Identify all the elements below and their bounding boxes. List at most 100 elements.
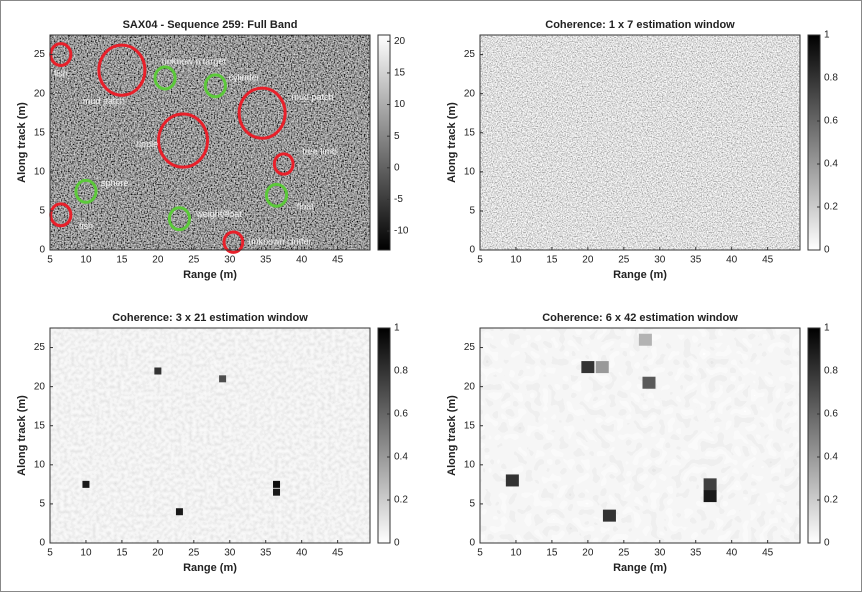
x-tick-label: 25 bbox=[188, 255, 200, 266]
colorbar-tick-label: 0 bbox=[394, 538, 400, 549]
annotation: weight/float bbox=[195, 209, 242, 219]
cell bbox=[638, 333, 652, 346]
colorbar bbox=[807, 327, 821, 544]
y-tick-label: 25 bbox=[464, 342, 476, 353]
cell bbox=[602, 509, 616, 522]
annotation: unknow n target bbox=[162, 57, 227, 67]
x-tick-label: 30 bbox=[654, 548, 666, 559]
colorbar-tick-label: 1 bbox=[394, 323, 400, 334]
y-tick-label: 10 bbox=[34, 459, 46, 470]
colorbar-tick-label: -5 bbox=[394, 194, 403, 205]
cell bbox=[642, 376, 656, 389]
axes-box bbox=[479, 327, 801, 544]
annotation: fish bbox=[54, 68, 68, 78]
colorbar-tick-label: 5 bbox=[394, 131, 400, 142]
image bbox=[50, 35, 370, 250]
x-axis-label: Range (m) bbox=[613, 269, 667, 281]
y-tick-label: 5 bbox=[469, 499, 475, 510]
y-tick-label: 5 bbox=[39, 499, 45, 510]
x-tick-label: 15 bbox=[546, 548, 558, 559]
chart-title: Coherence: 6 x 42 estimation window bbox=[542, 312, 738, 324]
target-circle bbox=[153, 65, 177, 91]
cell bbox=[219, 375, 227, 383]
x-tick-label: 15 bbox=[546, 255, 558, 266]
y-tick-label: 15 bbox=[464, 420, 476, 431]
y-axis-label: Along track (m) bbox=[446, 395, 458, 476]
annotation: mud patch bbox=[291, 92, 333, 102]
colorbar-tick-label: 0 bbox=[824, 538, 830, 549]
colorbar-tick-label: 0.8 bbox=[824, 366, 838, 377]
annotation: mud patch bbox=[83, 96, 125, 106]
y-tick-label: 0 bbox=[39, 245, 45, 256]
x-tick-label: 15 bbox=[116, 255, 128, 266]
y-tick-label: 15 bbox=[34, 420, 46, 431]
annotation: sphere bbox=[101, 178, 129, 188]
x-tick-label: 5 bbox=[477, 255, 483, 266]
target-circle bbox=[264, 182, 289, 208]
y-axis-label: Along track (m) bbox=[16, 395, 28, 476]
x-tick-label: 35 bbox=[260, 548, 272, 559]
colorbar-tick-label: 0.4 bbox=[824, 159, 838, 170]
target-circle bbox=[272, 152, 295, 176]
x-tick-label: 20 bbox=[582, 255, 594, 266]
axes-box bbox=[49, 34, 371, 251]
x-tick-label: 40 bbox=[296, 548, 308, 559]
image bbox=[480, 328, 800, 543]
target-circle bbox=[74, 178, 98, 204]
y-tick-label: 5 bbox=[39, 206, 45, 217]
x-tick-label: 20 bbox=[152, 548, 164, 559]
x-tick-label: 35 bbox=[690, 548, 702, 559]
x-tick-label: 10 bbox=[80, 548, 92, 559]
x-tick-label: 35 bbox=[690, 255, 702, 266]
y-axis-label: Along track (m) bbox=[446, 102, 458, 183]
cell bbox=[595, 361, 609, 374]
cell bbox=[581, 361, 595, 374]
x-tick-label: 45 bbox=[332, 255, 344, 266]
colorbar-tick-label: 1 bbox=[824, 30, 830, 41]
y-tick-label: 10 bbox=[464, 459, 476, 470]
image bbox=[50, 328, 370, 543]
y-axis-label: Along track (m) bbox=[16, 102, 28, 183]
colorbar-tick-label: 0 bbox=[394, 162, 400, 173]
colorbar-tick-label: 0 bbox=[824, 245, 830, 256]
x-tick-label: 20 bbox=[582, 548, 594, 559]
y-tick-label: 0 bbox=[469, 538, 475, 549]
axes-box bbox=[49, 327, 371, 544]
annotation: tree limb bbox=[302, 147, 337, 157]
x-tick-label: 40 bbox=[726, 548, 738, 559]
colorbar-tick-label: 0.6 bbox=[824, 116, 838, 127]
cell bbox=[273, 480, 281, 488]
colorbar-tick-label: 0.4 bbox=[394, 452, 408, 463]
colorbar-tick-label: 0.6 bbox=[394, 409, 408, 420]
y-tick-label: 20 bbox=[464, 381, 476, 392]
y-tick-label: 25 bbox=[34, 342, 46, 353]
colorbar-tick-label: 0.4 bbox=[824, 452, 838, 463]
annotation: ripple bbox=[136, 139, 158, 149]
x-tick-label: 10 bbox=[510, 255, 522, 266]
y-tick-label: 5 bbox=[469, 206, 475, 217]
cell bbox=[273, 488, 281, 496]
axes-box bbox=[479, 34, 801, 251]
colorbar-tick-label: 15 bbox=[394, 68, 406, 79]
x-tick-label: 30 bbox=[654, 255, 666, 266]
colorbar-tick-label: 0.2 bbox=[394, 495, 408, 506]
colorbar-tick-label: -10 bbox=[394, 226, 409, 237]
cell bbox=[505, 474, 519, 487]
chart-title: SAX04 - Sequence 259: Full Band bbox=[123, 19, 298, 31]
annotation: cylinder bbox=[229, 72, 260, 82]
x-tick-label: 25 bbox=[188, 548, 200, 559]
y-tick-label: 0 bbox=[469, 245, 475, 256]
x-axis-label: Range (m) bbox=[183, 269, 237, 281]
annotation: float bbox=[297, 201, 315, 211]
y-tick-label: 10 bbox=[34, 166, 46, 177]
target-circle bbox=[203, 73, 227, 99]
x-tick-label: 5 bbox=[47, 255, 53, 266]
y-tick-label: 20 bbox=[34, 381, 46, 392]
target-circle bbox=[167, 206, 192, 232]
target-circle bbox=[222, 230, 245, 254]
target-circle bbox=[49, 202, 73, 228]
y-tick-label: 20 bbox=[34, 88, 46, 99]
cell bbox=[175, 508, 183, 516]
y-tick-label: 15 bbox=[464, 127, 476, 138]
